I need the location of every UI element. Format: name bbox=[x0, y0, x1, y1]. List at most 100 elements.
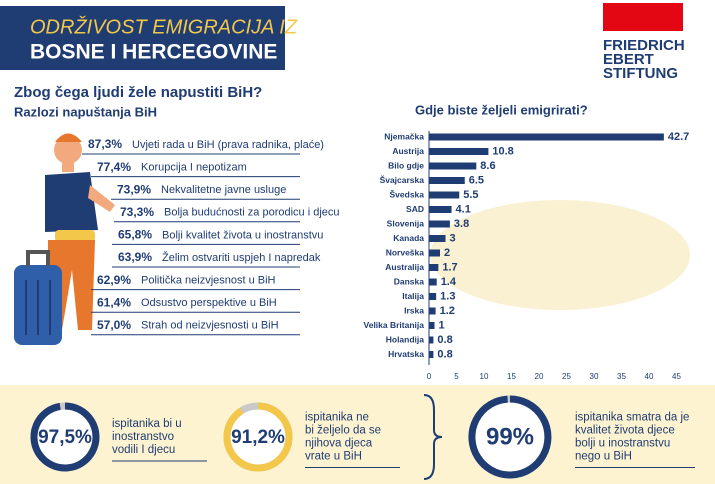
reasons-title: Razlozi napuštanja BiH bbox=[14, 104, 157, 119]
value-label: 5.5 bbox=[463, 189, 478, 201]
bar bbox=[429, 264, 439, 271]
reason-text: Bolja budućnosti za porodicu i djecu bbox=[164, 207, 340, 219]
header-box bbox=[0, 6, 285, 70]
value-label: 0.8 bbox=[437, 334, 452, 346]
value-label: 10.8 bbox=[492, 145, 513, 157]
ring-value bbox=[30, 402, 100, 472]
y-tick-label: Irska bbox=[404, 305, 424, 315]
x-tick-label: 25 bbox=[562, 372, 571, 381]
value-label: 6.5 bbox=[469, 174, 484, 186]
bar bbox=[429, 177, 465, 184]
title-line: BOSNE I HERCEGOVINE bbox=[30, 41, 277, 64]
reason-text: Uvjeti rada u BiH (prava radnika, plaće) bbox=[132, 139, 324, 151]
bar bbox=[429, 133, 664, 141]
y-tick-label: Italija bbox=[402, 291, 424, 301]
bar bbox=[429, 293, 437, 300]
bar bbox=[429, 206, 452, 213]
reason-text: Želim ostvariti uspjeh I napredak bbox=[162, 251, 321, 264]
bar bbox=[429, 322, 435, 329]
y-tick-label: SAD bbox=[406, 204, 424, 214]
value-label: 8.6 bbox=[480, 160, 495, 172]
y-tick-label: Švedska bbox=[390, 188, 425, 199]
y-tick-label: Hrvatska bbox=[388, 349, 424, 359]
ring-label: 99% bbox=[486, 423, 534, 450]
stat-text: ispitanika bi u bbox=[112, 418, 182, 430]
reason-text: Strah od neizvjesnosti u BiH bbox=[141, 320, 279, 332]
reason-percent: 65,8% bbox=[118, 228, 152, 242]
stat-text: ispitanika ne bbox=[305, 412, 369, 424]
bar bbox=[429, 220, 450, 228]
stat-text: inostranstvo bbox=[112, 431, 174, 443]
reason-percent: 57,0% bbox=[97, 318, 131, 332]
illustration bbox=[14, 133, 115, 345]
ring-value bbox=[468, 395, 552, 479]
value-label: 2 bbox=[444, 247, 450, 259]
bar bbox=[429, 235, 446, 242]
bar bbox=[429, 336, 434, 344]
bar bbox=[429, 307, 436, 315]
x-tick-label: 30 bbox=[590, 372, 599, 381]
reason-text: Politička neizvjesnost u BiH bbox=[141, 275, 276, 287]
logo-text: EBERT bbox=[603, 51, 654, 68]
stat-text: vodili I djecu bbox=[112, 444, 175, 456]
stat-text: bolji u inostranstvu bbox=[575, 438, 670, 450]
ring-label: 97,5% bbox=[38, 427, 92, 448]
reason-percent: 73,3% bbox=[120, 205, 154, 219]
ring-label: 91,2% bbox=[231, 427, 285, 448]
value-label: 4.1 bbox=[456, 203, 471, 215]
stat-text: nego u BiH bbox=[575, 451, 632, 463]
reason-percent: 87,3% bbox=[88, 137, 122, 151]
bar bbox=[429, 278, 437, 286]
logo-text: FRIEDRICH bbox=[603, 37, 685, 54]
value-label: 0.8 bbox=[437, 348, 452, 360]
bar bbox=[429, 249, 440, 257]
y-tick-label: Austrija bbox=[392, 146, 424, 156]
x-tick-label: 5 bbox=[454, 372, 459, 381]
value-label: 1.3 bbox=[440, 290, 455, 302]
value-label: 1.2 bbox=[440, 305, 455, 317]
bar bbox=[429, 162, 477, 170]
reason-percent: 77,4% bbox=[97, 160, 131, 174]
x-tick-label: 0 bbox=[427, 372, 432, 381]
logo-text: STIFTUNG bbox=[603, 65, 678, 82]
reason-text: Bolji kvalitet života u inostranstvu bbox=[162, 229, 323, 241]
brace bbox=[423, 394, 443, 480]
ring-value bbox=[223, 402, 293, 472]
value-label: 1 bbox=[439, 319, 445, 331]
reason-text: Korupcija I nepotizam bbox=[141, 162, 247, 174]
bar bbox=[429, 148, 489, 155]
chart-title: Gdje biste željeli emigrirati? bbox=[415, 102, 588, 117]
stat-text: vrate u BiH bbox=[305, 451, 362, 463]
x-tick-label: 40 bbox=[645, 372, 654, 381]
title-line: ODRŽIVOST EMIGRACIJA IZ bbox=[30, 15, 298, 38]
y-tick-label: Australija bbox=[385, 262, 424, 272]
y-tick-label: Danska bbox=[394, 276, 425, 286]
map-decoration bbox=[430, 200, 690, 310]
stat-text: bi željelo da se bbox=[305, 425, 381, 437]
y-tick-label: Norveška bbox=[386, 247, 425, 257]
y-tick-label: Velika Britanija bbox=[364, 320, 425, 330]
stat-text: kvalitet života djece bbox=[575, 425, 675, 437]
x-tick-label: 45 bbox=[672, 372, 681, 381]
bar bbox=[429, 351, 434, 358]
y-tick-label: Njemačka bbox=[384, 131, 424, 141]
reason-percent: 61,4% bbox=[97, 295, 131, 309]
question: Zbog čega ljudi žele napustiti BiH? bbox=[14, 84, 262, 101]
logo-square bbox=[603, 3, 683, 31]
reason-percent: 62,9% bbox=[97, 273, 131, 287]
stat-text: njihova djeca bbox=[305, 438, 373, 450]
reason-percent: 63,9% bbox=[118, 250, 152, 264]
y-tick-label: Švajcarska bbox=[380, 174, 425, 185]
reason-text: Odsustvo perspektive u BiH bbox=[141, 297, 277, 309]
y-tick-label: Slovenija bbox=[387, 218, 425, 228]
stat-text: ispitanika smatra da je bbox=[575, 412, 689, 424]
x-tick-label: 15 bbox=[507, 372, 516, 381]
value-label: 1.7 bbox=[442, 261, 457, 273]
y-tick-label: Bilo gdje bbox=[388, 160, 424, 170]
bar bbox=[429, 191, 460, 199]
value-label: 3 bbox=[450, 232, 456, 244]
y-tick-label: Holandija bbox=[386, 334, 425, 344]
y-tick-label: Kanada bbox=[393, 233, 424, 243]
reason-text: Nekvalitetne javne usluge bbox=[161, 184, 286, 196]
